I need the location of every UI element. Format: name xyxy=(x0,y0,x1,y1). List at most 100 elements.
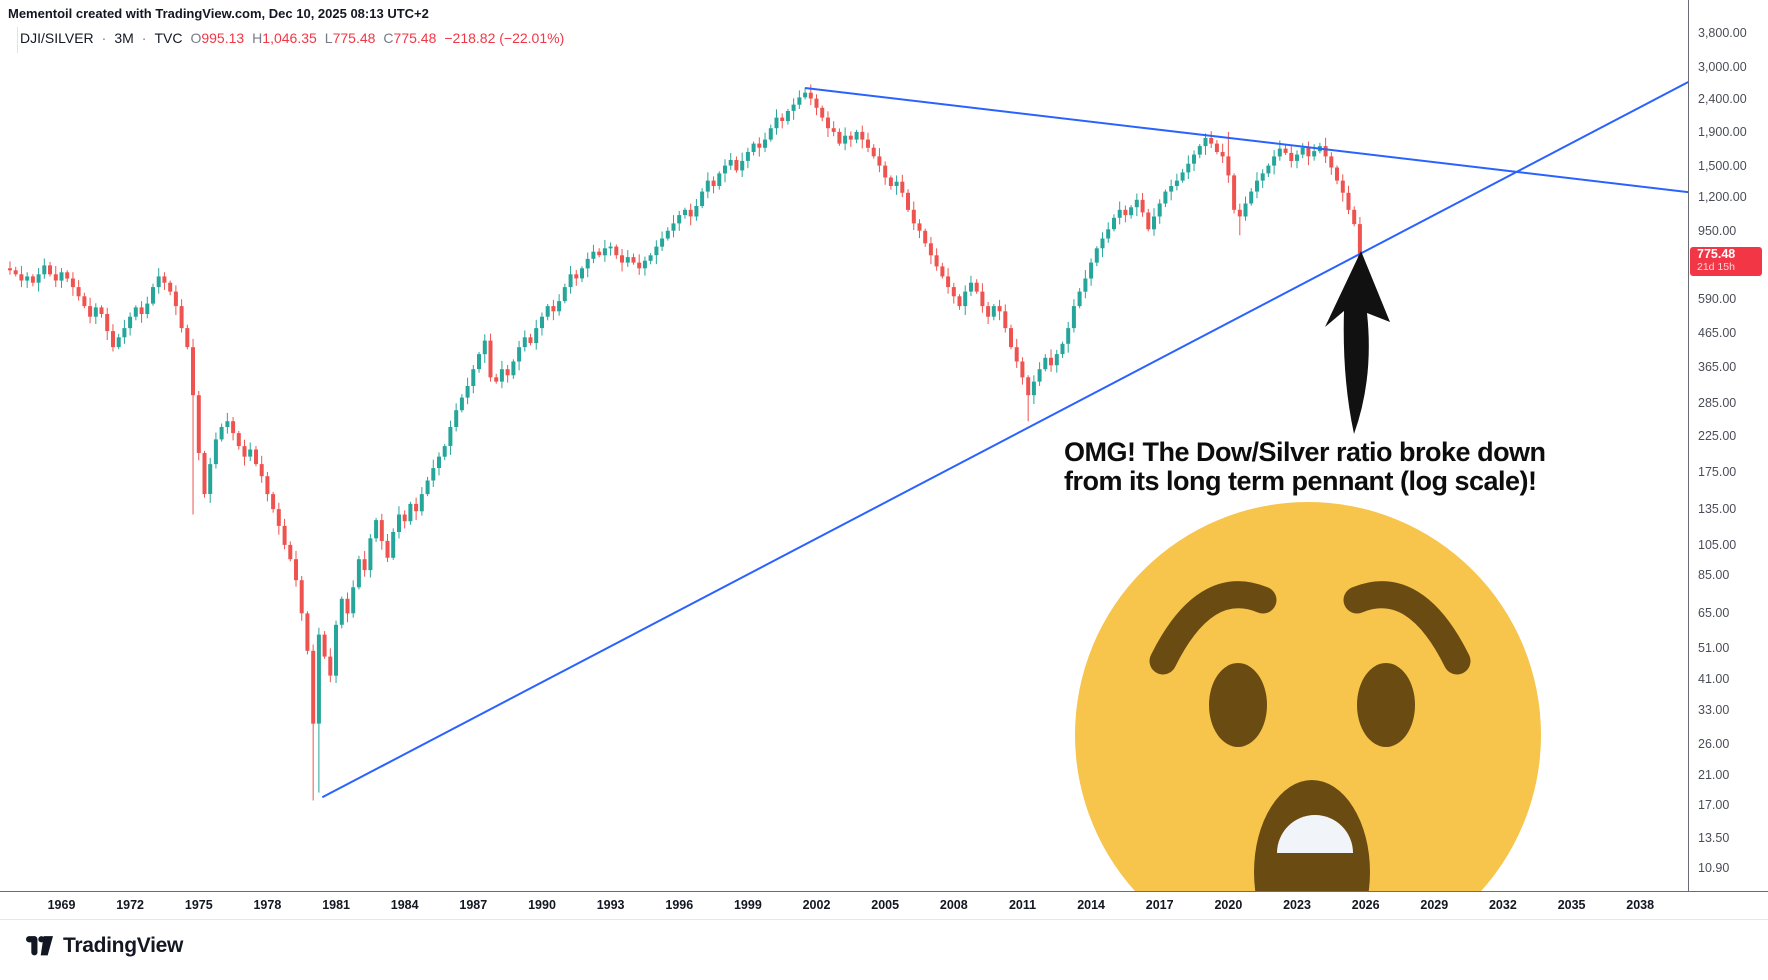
pennant-upper-resistance[interactable] xyxy=(804,87,1688,194)
candle-body xyxy=(128,316,133,329)
candle-body xyxy=(379,520,384,541)
ohlc-open: O995.13 xyxy=(190,30,245,46)
candle-body xyxy=(980,291,985,307)
candle-body xyxy=(1323,146,1328,157)
candle-body xyxy=(683,209,687,216)
candle-body xyxy=(831,128,836,132)
candle-body xyxy=(242,446,247,457)
interval-label[interactable]: 3M xyxy=(114,30,134,46)
price-axis-label: 13.50 xyxy=(1698,830,1730,845)
candle-body xyxy=(271,494,276,510)
candle-body xyxy=(917,223,922,231)
candle-body xyxy=(1031,381,1036,396)
candle-body xyxy=(883,165,888,178)
candle-body xyxy=(591,251,596,259)
candle-body xyxy=(1352,209,1357,225)
candle-body xyxy=(494,377,499,382)
candle-body xyxy=(803,92,808,98)
ohlc-high: H1,046.35 xyxy=(252,30,317,46)
candle-body xyxy=(408,503,413,522)
annotation-line-1: OMG! The Dow/Silver ratio broke down xyxy=(1064,437,1546,467)
candle-body xyxy=(522,337,527,348)
candle-body xyxy=(1283,148,1288,153)
candle-body xyxy=(139,307,144,314)
candle-body xyxy=(488,340,493,378)
candle-body xyxy=(168,282,173,292)
candle-body xyxy=(328,656,333,676)
legend-separator: · xyxy=(101,30,107,46)
time-axis-label: 2020 xyxy=(1214,898,1243,912)
candle-body xyxy=(276,509,281,526)
candle-body xyxy=(1186,163,1191,173)
candle-body xyxy=(1272,156,1277,166)
candle-body xyxy=(1232,175,1237,210)
candle-body xyxy=(608,246,613,249)
candle-body xyxy=(391,532,396,558)
candle-body xyxy=(1266,165,1271,174)
time-axis-label: 1990 xyxy=(528,898,556,912)
candle-body xyxy=(860,131,865,140)
candle-body xyxy=(1289,152,1294,161)
candle-body xyxy=(265,476,270,495)
time-axis-label: 2005 xyxy=(871,898,900,912)
candle-body xyxy=(25,276,30,281)
candle-body xyxy=(1146,212,1151,230)
candle-body xyxy=(1157,203,1162,217)
candle-body xyxy=(1054,354,1059,366)
candle-body xyxy=(923,230,928,244)
candle-body xyxy=(196,395,201,453)
candle-body xyxy=(906,192,910,210)
price-axis-label: 26.00 xyxy=(1698,737,1730,752)
candle-body xyxy=(1180,172,1185,181)
candle-body xyxy=(236,433,241,447)
candle-body xyxy=(665,230,670,239)
candle-body xyxy=(808,92,813,99)
time-axis-label: 1999 xyxy=(733,898,762,912)
time-axis-label: 2026 xyxy=(1351,898,1380,912)
time-axis-label: 2035 xyxy=(1557,898,1586,912)
time-axis-label: 1987 xyxy=(459,898,488,912)
candle-body xyxy=(505,369,510,376)
candle-body xyxy=(213,439,218,465)
candle-body xyxy=(1226,156,1231,176)
candle-body xyxy=(780,117,785,121)
candle-body xyxy=(133,307,138,317)
price-axis-label: 10.90 xyxy=(1698,861,1730,876)
candle-body xyxy=(620,255,624,263)
symbol-legend[interactable]: DJI/SILVER · 3M · TVC O995.13 H1,046.35 … xyxy=(17,27,564,53)
pennant-lower-support[interactable] xyxy=(321,81,1688,799)
candle-body xyxy=(311,650,316,724)
candle-body xyxy=(642,260,647,269)
price-axis-label: 1,200.00 xyxy=(1698,190,1747,205)
candle-body xyxy=(173,291,178,307)
candle-body xyxy=(191,347,195,396)
candle-body xyxy=(1077,291,1082,307)
price-axis-label: 175.00 xyxy=(1698,465,1737,480)
candle-body xyxy=(111,331,115,348)
price-axis-label: 17.00 xyxy=(1698,797,1730,812)
candle-body xyxy=(631,257,636,263)
candle-body xyxy=(499,369,504,382)
emoji-teeth xyxy=(1277,815,1353,853)
tradingview-logo-icon xyxy=(26,936,53,956)
last-price-value: 775.48 xyxy=(1697,246,1736,261)
symbol-title[interactable]: DJI/SILVER xyxy=(20,30,94,46)
candle-body xyxy=(345,598,350,614)
candle-body xyxy=(602,248,607,256)
tradingview-logo: TradingView xyxy=(26,934,183,958)
candle-body xyxy=(705,180,710,192)
candle-body xyxy=(1260,173,1265,181)
candle-body xyxy=(717,173,722,186)
candle-body xyxy=(231,421,236,434)
time-axis-label: 2038 xyxy=(1626,898,1655,912)
candle-body xyxy=(414,503,419,512)
candle-body xyxy=(30,276,35,283)
price-axis-label: 465.00 xyxy=(1698,325,1737,340)
candle-body xyxy=(82,296,87,307)
time-axis-label: 1981 xyxy=(322,898,350,912)
candle-body xyxy=(877,156,882,166)
candle-body xyxy=(351,587,356,614)
candle-body xyxy=(894,181,899,186)
candle-body xyxy=(431,468,436,481)
